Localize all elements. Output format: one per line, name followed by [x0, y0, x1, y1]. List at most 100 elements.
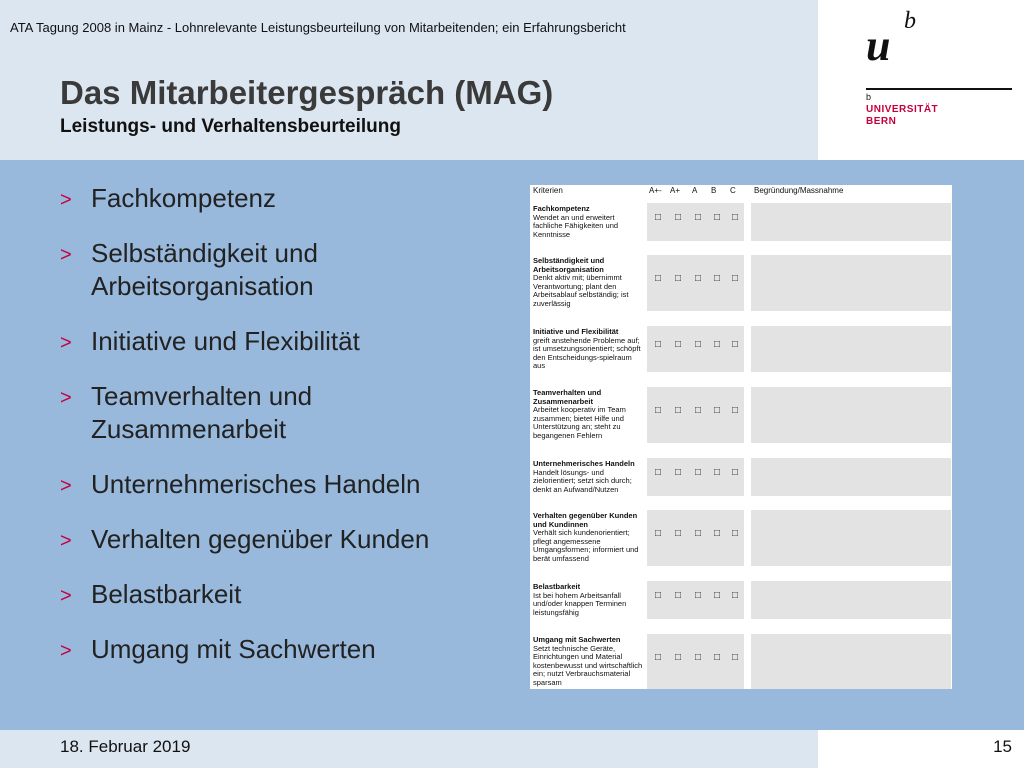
criterion-description: Wendet an und erweitert fachliche Fähigk… — [533, 212, 619, 239]
bullet-arrow-icon: > — [60, 585, 72, 607]
criterion-title: Umgang mit Sachwerten — [533, 635, 621, 644]
form-criterion-row: Unternehmerisches Handeln Handelt lösungs… — [530, 458, 952, 496]
bullet-text: Teamverhalten und — [91, 381, 313, 411]
rating-checkbox-icon: □ — [655, 273, 662, 284]
form-criterion-row: Selbständigkeit und Arbeitsorganisation D… — [530, 255, 952, 311]
rating-checkbox-icon: □ — [732, 590, 739, 601]
bullet-item: > Umgang mit Sachwerten — [60, 633, 500, 666]
form-column-header: A — [692, 186, 698, 195]
rating-checkbox-icon: □ — [695, 652, 702, 663]
assessment-form-image: Kriterien A+- A+ A B C Begründung/Massnahme Fa… — [530, 185, 952, 689]
bullet-arrow-icon: > — [60, 530, 72, 552]
rating-checkbox-icon: □ — [714, 467, 721, 478]
bullet-item: > Teamverhalten und Zusammenarbeit — [60, 380, 500, 446]
justification-cell — [751, 581, 951, 619]
rating-checkbox-group: □ □ □ □ □ — [647, 510, 744, 566]
bullet-item: > Selbständigkeit und Arbeitsorganisation — [60, 237, 500, 303]
rating-checkbox-icon: □ — [732, 405, 739, 416]
criterion-cell: Initiative und Flexibilität greift ansteh… — [533, 327, 645, 371]
criteria-bullet-list: > Fachkompetenz > Selbständigkeit und Arbeit… — [60, 182, 500, 688]
bullet-text: Verhalten gegenüber Kunden — [91, 524, 430, 554]
form-column-header: C — [730, 186, 736, 195]
justification-cell — [751, 458, 951, 496]
rating-checkbox-icon: □ — [675, 590, 682, 601]
justification-cell — [751, 510, 951, 566]
bullet-item: > Unternehmerisches Handeln — [60, 468, 500, 501]
form-column-header: Begründung/Massnahme — [754, 186, 844, 195]
rating-checkbox-icon: □ — [695, 590, 702, 601]
bullet-arrow-icon: > — [60, 475, 72, 497]
rating-checkbox-icon: □ — [714, 273, 721, 284]
logo-u-letter: u — [866, 21, 891, 70]
slide-subtitle: Leistungs- und Verhaltensbeurteilung — [60, 116, 401, 137]
bullet-text: Fachkompetenz — [91, 183, 276, 213]
bullet-text: Unternehmerisches Handeln — [91, 469, 421, 499]
rating-checkbox-icon: □ — [714, 652, 721, 663]
rating-checkbox-icon: □ — [655, 339, 662, 350]
criterion-cell: Teamverhalten und Zusammenarbeit Arbeitet… — [533, 388, 645, 440]
criterion-title: Unternehmerisches Handeln — [533, 459, 635, 468]
criterion-cell: Fachkompetenz Wendet an und erweitert fac… — [533, 204, 645, 239]
logo-bern: BERN — [866, 116, 897, 127]
criterion-title: Verhalten gegenüber Kunden und Kundinnen — [533, 511, 638, 529]
form-criterion-row: Belastbarkeit Ist bei hohem Arbeitsanfall… — [530, 581, 952, 619]
rating-checkbox-icon: □ — [675, 273, 682, 284]
university-logo: u b b UNIVERSITÄT BERN — [818, 0, 1024, 160]
rating-checkbox-icon: □ — [732, 528, 739, 539]
rating-checkbox-icon: □ — [695, 467, 702, 478]
rating-checkbox-icon: □ — [714, 405, 721, 416]
criterion-title: Belastbarkeit — [533, 582, 581, 591]
rating-checkbox-icon: □ — [695, 273, 702, 284]
rating-checkbox-icon: □ — [675, 339, 682, 350]
rating-checkbox-group: □ □ □ □ □ — [647, 326, 744, 372]
bullet-arrow-icon: > — [60, 387, 72, 409]
form-criterion-row: Teamverhalten und Zusammenarbeit Arbeitet… — [530, 387, 952, 443]
justification-cell — [751, 326, 951, 372]
bullet-item: > Verhalten gegenüber Kunden — [60, 523, 500, 556]
rating-checkbox-group: □ □ □ □ □ — [647, 387, 744, 443]
rating-checkbox-group: □ □ □ □ □ — [647, 581, 744, 619]
rating-checkbox-icon: □ — [655, 590, 662, 601]
bullet-text: Zusammenarbeit — [91, 414, 287, 444]
rating-checkbox-icon: □ — [655, 405, 662, 416]
slide-footer-right — [818, 730, 1024, 768]
rating-checkbox-icon: □ — [675, 528, 682, 539]
criterion-description: greift anstehende Probleme auf; ist umse… — [533, 335, 641, 370]
slide-body: > Fachkompetenz > Selbständigkeit und Arbeit… — [0, 160, 1024, 730]
criterion-description: Setzt technische Geräte, Einrichtungen u… — [533, 643, 643, 687]
rating-checkbox-icon: □ — [675, 212, 682, 223]
rating-checkbox-icon: □ — [655, 652, 662, 663]
logo-divider — [866, 88, 1012, 90]
criterion-title: Selbständigkeit und Arbeitsorganisation — [533, 256, 605, 274]
slide-header: ATA Tagung 2008 in Mainz - Lohnrelevante… — [0, 0, 818, 160]
rating-checkbox-icon: □ — [714, 528, 721, 539]
justification-cell — [751, 387, 951, 443]
bullet-arrow-icon: > — [60, 640, 72, 662]
criterion-title: Fachkompetenz — [533, 204, 590, 213]
bullet-text: Selbständigkeit und — [91, 238, 318, 268]
bullet-text: Initiative und Flexibilität — [91, 326, 360, 356]
page-number: 15 — [993, 737, 1012, 756]
rating-checkbox-icon: □ — [714, 212, 721, 223]
logo-universitaet: UNIVERSITÄT — [866, 104, 939, 115]
rating-checkbox-icon: □ — [732, 467, 739, 478]
form-header-row: Kriterien A+- A+ A B C Begründung/Massnahme — [530, 185, 952, 197]
form-column-header: A+- — [649, 186, 662, 195]
rating-checkbox-group: □ □ □ □ □ — [647, 255, 744, 311]
form-criterion-row: Fachkompetenz Wendet an und erweitert fac… — [530, 203, 952, 241]
form-column-header: Kriterien — [533, 186, 563, 195]
bullet-text: Arbeitsorganisation — [91, 271, 314, 301]
rating-checkbox-icon: □ — [655, 528, 662, 539]
rating-checkbox-icon: □ — [732, 339, 739, 350]
rating-checkbox-icon: □ — [732, 273, 739, 284]
justification-cell — [751, 255, 951, 311]
criterion-title: Teamverhalten und Zusammenarbeit — [533, 388, 602, 406]
bullet-arrow-icon: > — [60, 244, 72, 266]
criterion-cell: Verhalten gegenüber Kunden und Kundinnen… — [533, 511, 645, 563]
justification-cell — [751, 203, 951, 241]
form-column-header: B — [711, 186, 717, 195]
criterion-cell: Selbständigkeit und Arbeitsorganisation D… — [533, 256, 645, 308]
criterion-cell: Belastbarkeit Ist bei hohem Arbeitsanfall… — [533, 582, 645, 617]
rating-checkbox-group: □ □ □ □ □ — [647, 203, 744, 241]
rating-checkbox-group: □ □ □ □ □ — [647, 458, 744, 496]
